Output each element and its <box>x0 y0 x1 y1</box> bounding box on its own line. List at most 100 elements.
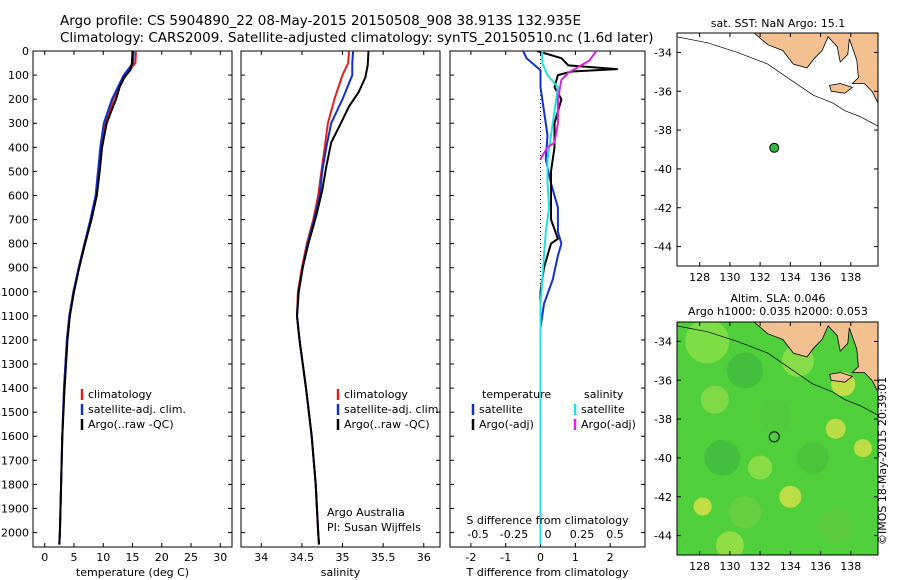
secondary-xtick-label: 0.25 <box>570 528 595 541</box>
map-sla-sla-patch <box>797 441 830 474</box>
map-sla-sla-patch <box>704 439 741 476</box>
legend-label: Argo(..raw -QC) <box>344 418 430 431</box>
ytick-label: 800 <box>8 238 29 251</box>
panel-frame-salinity <box>240 50 441 548</box>
map-sla-title-line1: Altim. SLA: 0.046 <box>730 292 825 305</box>
map-sst-title: sat. SST: NaN Argo: 15.1 <box>711 17 845 30</box>
legend-label: satellite-adj. clim. <box>88 403 186 416</box>
secondary-xtick-label: -0.25 <box>500 528 528 541</box>
ytick-label: 100 <box>8 69 29 82</box>
ytick-label: 1200 <box>1 334 29 347</box>
map-sst-xtick-label: 130 <box>719 271 740 284</box>
xtick-label: 35 <box>336 551 350 564</box>
map-sst-shelf-contour <box>677 36 878 127</box>
ytick-label: 500 <box>8 165 29 178</box>
map-sla-xtick-label: 132 <box>750 560 771 573</box>
ytick-label: 600 <box>8 189 29 202</box>
ytick-label: 1400 <box>1 382 29 395</box>
ytick-label: 1500 <box>1 406 29 419</box>
ytick-label: 1300 <box>1 358 29 371</box>
map-sla-xtick-label: 138 <box>840 560 861 573</box>
map-sla-ytick-label: -36 <box>654 374 672 387</box>
series-group-differences <box>522 51 619 547</box>
map-sla-sla-patch <box>729 496 762 529</box>
ytick-label: 400 <box>8 141 29 154</box>
map-sla-ytick-label: -44 <box>654 530 672 543</box>
legend-label: Argo(..raw -QC) <box>88 418 174 431</box>
map-sst-ytick-label: -40 <box>654 163 672 176</box>
map-sst-content <box>677 33 878 266</box>
map-sla-title-line2: Argo h1000: 0.035 h2000: 0.053 <box>688 305 868 318</box>
map-sla-ytick-label: -38 <box>654 413 672 426</box>
series-group-salinity <box>296 51 370 545</box>
map-sst-land <box>753 33 878 104</box>
map-sst-argo-point <box>769 142 780 153</box>
map-sla-sla-patch <box>817 507 854 544</box>
xaxis-label: T difference from climatology <box>466 566 629 579</box>
legend-label: satellite <box>581 403 625 416</box>
map-sst-xtick-label: 138 <box>840 271 861 284</box>
ytick-label: 1700 <box>1 454 29 467</box>
map-sla-sla-patch <box>700 385 729 414</box>
map-sst-ytick-label: -36 <box>654 85 672 98</box>
xtick-label: 20 <box>155 551 169 564</box>
map-sst-ytick-label: -42 <box>654 202 672 215</box>
map-sla-land <box>753 322 878 393</box>
map-sla-frame <box>676 321 879 556</box>
map-sla-content <box>677 322 878 555</box>
xtick-label: 15 <box>126 551 140 564</box>
xtick-label: -1 <box>500 551 511 564</box>
xtick-label: 10 <box>96 551 110 564</box>
map-sla-sla-patch <box>685 322 730 364</box>
map-sla-sla-patch <box>779 485 802 508</box>
ytick-label: 700 <box>8 214 29 227</box>
series-line-argo-raw-qc- <box>58 51 134 545</box>
xaxis-label: salinity <box>321 566 361 579</box>
map-sst-ytick-label: -38 <box>654 124 672 137</box>
ytick-label: 1900 <box>1 502 29 515</box>
series-line-salinity-argo-adj- <box>539 51 598 160</box>
xaxis-label: temperature (deg C) <box>76 566 189 579</box>
secondary-xtick-label: 0 <box>545 528 552 541</box>
xtick-label: 34.5 <box>290 551 315 564</box>
map-sla-argo-point <box>768 431 780 443</box>
secondary-xtick-label: 0.5 <box>606 528 624 541</box>
map-sst-kangaroo-island <box>829 83 854 94</box>
map-sst-xtick-label: 136 <box>810 271 831 284</box>
map-sst-xtick-label: 128 <box>689 271 710 284</box>
xtick-label: 36 <box>417 551 431 564</box>
legend-label: Argo(-adj) <box>479 418 534 431</box>
ytick-label: 1800 <box>1 478 29 491</box>
xtick-label: 0 <box>41 551 48 564</box>
secondary-xtick-label: -0.5 <box>467 528 488 541</box>
ytick-label: 1100 <box>1 310 29 323</box>
ytick-label: 1600 <box>1 430 29 443</box>
xtick-label: 25 <box>184 551 198 564</box>
map-sla-shelf-contour <box>677 325 878 416</box>
map-sla-sla-patch <box>759 399 792 432</box>
map-sla-kangaroo-island <box>829 372 854 383</box>
panel-frame-differences <box>449 50 646 548</box>
ytick-label: 1000 <box>1 286 29 299</box>
map-sla-ytick-label: -34 <box>654 335 672 348</box>
xtick-label: -2 <box>465 551 476 564</box>
map-sla-sla-patch <box>715 531 744 555</box>
ytick-label: 900 <box>8 262 29 275</box>
legend-title: temperature <box>482 388 551 401</box>
xtick-label: 35.5 <box>371 551 396 564</box>
map-sla-xtick-label: 136 <box>810 560 831 573</box>
header-line2: Climatology: CARS2009. Satellite-adjuste… <box>60 30 654 46</box>
annotation-line2: PI: Susan Wijffels <box>327 521 421 534</box>
map-sla-ytick-label: -40 <box>654 452 672 465</box>
series-line-argo-raw-qc- <box>296 51 370 545</box>
ytick-label: 0 <box>22 45 29 58</box>
xtick-label: 34 <box>254 551 268 564</box>
legend-label: climatology <box>88 388 152 401</box>
ytick-label: 200 <box>8 93 29 106</box>
series-line-salinity-satellite <box>539 51 559 545</box>
map-sla-sla-patch <box>693 497 712 516</box>
xtick-label: 5 <box>70 551 77 564</box>
header-line1: Argo profile: CS 5904890_22 08-May-2015 … <box>60 13 581 29</box>
panel-frame-temperature <box>32 50 233 548</box>
